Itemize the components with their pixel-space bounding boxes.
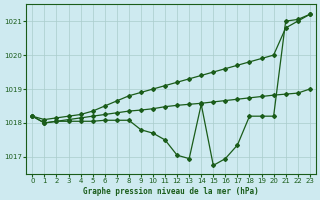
- X-axis label: Graphe pression niveau de la mer (hPa): Graphe pression niveau de la mer (hPa): [83, 187, 259, 196]
